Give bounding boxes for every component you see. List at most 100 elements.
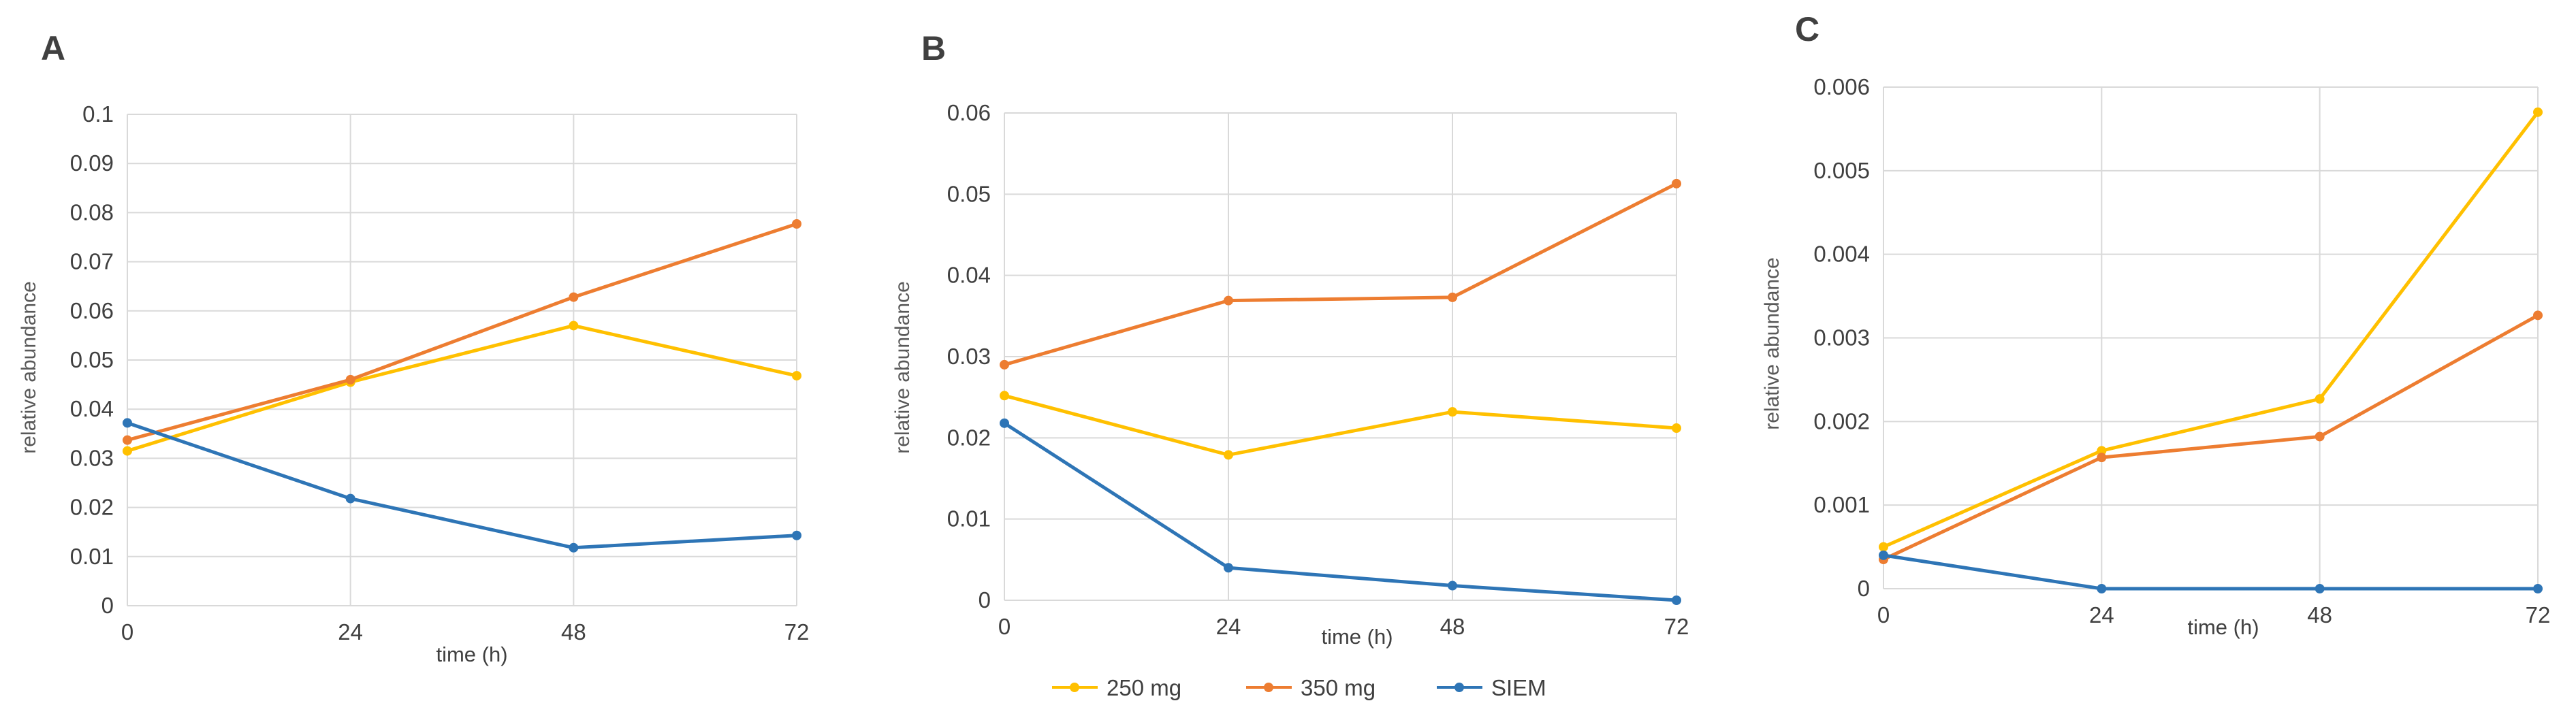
- legend-swatch-marker: [1070, 683, 1079, 692]
- series-250mg: [123, 321, 801, 456]
- data-point: [345, 493, 355, 504]
- y-tick-label: 0: [979, 587, 991, 613]
- data-point: [2097, 446, 2107, 456]
- data-point: [1879, 542, 1888, 552]
- chart-panel-b: B relative abundance time (h) 0 0.01 0.02 0…: [891, 29, 1689, 649]
- x-tick-label: 0: [121, 619, 133, 644]
- x-tick-label: 0: [998, 614, 1011, 639]
- data-point: [792, 530, 801, 540]
- panel-label: C: [1795, 10, 1819, 48]
- data-point: [2097, 453, 2107, 463]
- data-point: [1672, 178, 1681, 189]
- legend-label: 350 mg: [1301, 675, 1376, 700]
- legend-label: SIEM: [1491, 675, 1546, 700]
- x-axis-label: time (h): [2187, 615, 2259, 639]
- y-tick-label: 0.04: [70, 396, 114, 421]
- y-tick-label: 0: [1858, 576, 1870, 601]
- legend-entry-250mg: 250 mg: [1052, 675, 1181, 700]
- x-tick-label: 48: [561, 619, 586, 644]
- data-point: [569, 542, 579, 553]
- legend-label: 250 mg: [1107, 675, 1181, 700]
- x-tick-label: 72: [784, 619, 810, 644]
- panel-label: A: [41, 29, 65, 67]
- series-line: [127, 323, 797, 453]
- data-point: [2315, 394, 2325, 404]
- y-tick-label: 0.01: [947, 506, 991, 532]
- legend-entry-350mg: 350 mg: [1246, 675, 1376, 700]
- legend-swatch-marker: [1454, 683, 1464, 692]
- legend-entry-siem: SIEM: [1437, 675, 1546, 700]
- data-point: [345, 374, 355, 385]
- series-line: [1004, 393, 1677, 457]
- y-tick-label: 0.04: [947, 263, 991, 288]
- y-tick-label: 0.09: [70, 150, 114, 176]
- y-tick-label: 0.01: [70, 544, 114, 569]
- x-tick-label: 72: [2526, 602, 2551, 627]
- legend: 250 mg 350 mg SIEM: [1052, 675, 1546, 700]
- data-point: [1672, 423, 1681, 434]
- series-250mg: [1000, 391, 1681, 460]
- data-point: [792, 219, 801, 229]
- data-point: [1000, 418, 1009, 428]
- y-tick-label: 0.03: [70, 445, 114, 470]
- y-tick-label: 0.003: [1813, 325, 1870, 350]
- y-tick-label: 0.004: [1813, 242, 1870, 267]
- data-point: [123, 418, 132, 428]
- data-point: [1879, 550, 1888, 560]
- chart-panel-c: C relative abundance time (h) 0 0.001 0.00…: [1761, 10, 2550, 639]
- data-point: [1224, 450, 1233, 460]
- series-line: [1882, 314, 2539, 561]
- data-point: [1224, 563, 1233, 573]
- x-tick-label: 72: [1664, 614, 1689, 639]
- y-tick-label: 0.001: [1813, 492, 1870, 517]
- data-point: [1000, 391, 1009, 401]
- series-350mg: [1879, 310, 2543, 565]
- y-tick-label: 0.02: [947, 425, 991, 450]
- data-point: [123, 446, 132, 456]
- y-axis-label: relative abundance: [891, 281, 914, 454]
- x-tick-label: 24: [338, 619, 363, 644]
- gridlines: [127, 114, 797, 606]
- data-point: [2533, 310, 2543, 321]
- data-point: [123, 435, 132, 445]
- x-tick-label: 48: [1440, 614, 1465, 639]
- series-line: [127, 421, 797, 550]
- data-point: [2533, 584, 2543, 593]
- y-tick-label: 0: [101, 593, 114, 618]
- series-siem: [123, 418, 801, 553]
- series-250mg: [1879, 107, 2543, 552]
- y-tick-label: 0.005: [1813, 158, 1870, 183]
- series-siem: [1000, 418, 1681, 605]
- data-point: [1448, 407, 1457, 417]
- data-point: [1672, 595, 1681, 605]
- y-tick-label: 0.006: [1813, 74, 1870, 99]
- chart-panel-a: A relative abundance time (h) 0 0.01 0.02 0…: [18, 29, 809, 666]
- series-line: [1004, 182, 1678, 367]
- series-line: [1882, 111, 2539, 549]
- x-tick-label: 0: [1877, 602, 1890, 627]
- y-tick-label: 0.002: [1813, 408, 1870, 434]
- data-point: [1448, 581, 1457, 591]
- data-point: [1000, 359, 1009, 370]
- legend-swatch-marker: [1264, 683, 1273, 692]
- gridlines: [1004, 112, 1677, 601]
- y-tick-label: 0.06: [70, 298, 114, 323]
- x-axis-label: time (h): [436, 642, 507, 666]
- data-point: [569, 321, 579, 331]
- data-point: [2097, 584, 2107, 593]
- series-line: [127, 222, 797, 442]
- series-350mg: [123, 219, 801, 445]
- series-siem: [1879, 550, 2543, 593]
- x-tick-label: 24: [1216, 614, 1241, 639]
- y-tick-label: 0.06: [947, 100, 991, 125]
- x-axis-label: time (h): [1321, 625, 1393, 649]
- y-tick-label: 0.1: [82, 101, 114, 127]
- panel-label: B: [921, 29, 946, 67]
- y-axis-label: relative abundance: [1761, 257, 1783, 430]
- data-point: [1448, 292, 1457, 302]
- series-350mg: [1000, 178, 1681, 370]
- y-axis-label: relative abundance: [18, 281, 40, 454]
- data-point: [2315, 584, 2325, 593]
- x-tick-label: 24: [2089, 602, 2114, 627]
